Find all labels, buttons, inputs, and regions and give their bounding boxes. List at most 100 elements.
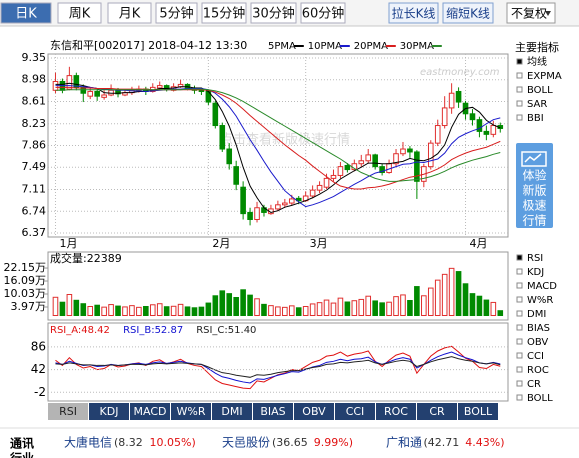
indicator-tab-label[interactable]: BIAS bbox=[260, 405, 285, 418]
checkbox[interactable] bbox=[516, 282, 523, 289]
tab-label[interactable]: 15分钟 bbox=[203, 6, 246, 22]
tab-label[interactable]: 60分钟 bbox=[302, 6, 345, 22]
checkbox[interactable] bbox=[516, 352, 523, 359]
tab-label[interactable]: 月K bbox=[119, 7, 141, 22]
checkbox[interactable] bbox=[516, 58, 523, 65]
volume-bar bbox=[337, 297, 344, 316]
checkbox[interactable] bbox=[516, 310, 523, 317]
indicator-item[interactable]: MACD bbox=[527, 281, 557, 292]
indicator-item[interactable]: DMI bbox=[527, 309, 546, 320]
indicator-tab-label[interactable]: OBV bbox=[302, 405, 326, 418]
checkbox[interactable] bbox=[516, 114, 523, 121]
tab[interactable] bbox=[300, 2, 346, 24]
indicator-tab[interactable] bbox=[212, 403, 252, 420]
candle-body bbox=[434, 125, 441, 144]
indicator-tab[interactable] bbox=[335, 403, 375, 420]
y-tick-label: 10.03万 bbox=[4, 287, 47, 300]
indicator-tab-label[interactable]: RSI bbox=[59, 405, 77, 418]
stock-name[interactable]: 大唐电信 bbox=[64, 435, 112, 450]
indicator-tab[interactable] bbox=[417, 403, 457, 420]
promo-text[interactable]: 行情 bbox=[522, 214, 546, 228]
tab[interactable] bbox=[107, 2, 152, 24]
indicator-tab-label[interactable]: CCI bbox=[346, 405, 365, 418]
indicator-tab-label[interactable]: W%R bbox=[177, 405, 206, 418]
indicator-tab-label[interactable]: ROC bbox=[384, 405, 408, 418]
volume-bar bbox=[462, 283, 469, 316]
indicator-item[interactable]: RSI bbox=[527, 253, 543, 264]
indicator-tab[interactable] bbox=[294, 403, 334, 420]
indicator-tab-label[interactable]: CR bbox=[429, 405, 445, 418]
tab-label[interactable]: 日K bbox=[15, 7, 37, 22]
indicator-tab-label[interactable]: MACD bbox=[134, 405, 167, 418]
tab-label[interactable]: 周K bbox=[69, 7, 91, 22]
indicator-tab[interactable] bbox=[171, 403, 211, 420]
promo-icon[interactable] bbox=[521, 151, 547, 167]
x-tick-label: 4月 bbox=[470, 237, 488, 250]
button[interactable] bbox=[442, 2, 494, 24]
button[interactable] bbox=[388, 2, 439, 24]
candle-body bbox=[94, 90, 100, 97]
indicator-item[interactable]: OBV bbox=[527, 337, 548, 348]
promo-text[interactable]: 体验 bbox=[522, 168, 546, 183]
indicator-tab[interactable] bbox=[376, 403, 416, 420]
volume-bar bbox=[421, 295, 427, 316]
indicator-item[interactable]: BOLL bbox=[527, 85, 553, 96]
indicator-tab-label[interactable]: KDJ bbox=[100, 405, 119, 418]
dropdown-arrow[interactable] bbox=[545, 11, 551, 16]
adjust-select[interactable] bbox=[506, 2, 556, 24]
button-label[interactable]: 拉长K线 bbox=[392, 6, 436, 21]
checkbox[interactable] bbox=[516, 366, 523, 373]
stock-name[interactable]: 天邑股份 bbox=[222, 436, 270, 450]
indicator-tab[interactable] bbox=[89, 403, 129, 420]
volume-bar bbox=[393, 296, 399, 316]
indicator-tab-label[interactable]: BOLL bbox=[464, 405, 493, 418]
checkbox[interactable] bbox=[516, 338, 523, 345]
indicator-item[interactable]: BBI bbox=[527, 113, 544, 124]
tab[interactable] bbox=[0, 2, 52, 24]
indicator-item[interactable]: KDJ bbox=[527, 267, 544, 278]
checkbox[interactable] bbox=[516, 296, 523, 303]
tab-label[interactable]: 5分钟 bbox=[159, 6, 193, 22]
tab-label[interactable]: 30分钟 bbox=[252, 6, 295, 22]
stock-name[interactable]: 广和通 bbox=[386, 436, 422, 450]
indicator-tab[interactable] bbox=[253, 403, 293, 420]
indicator-item[interactable]: ROC bbox=[527, 365, 549, 376]
candle-body bbox=[184, 83, 191, 89]
tab[interactable] bbox=[250, 2, 297, 24]
adjust-label[interactable]: 不复权 bbox=[511, 7, 547, 21]
checkbox[interactable] bbox=[516, 100, 523, 107]
button-label[interactable]: 缩短K线 bbox=[446, 6, 490, 21]
indicator-item[interactable]: CCI bbox=[527, 351, 544, 362]
checkbox[interactable] bbox=[516, 72, 523, 79]
indicator-item[interactable]: SAR bbox=[527, 99, 547, 110]
indicator-item[interactable]: 均线 bbox=[527, 55, 547, 68]
indicator-tab[interactable] bbox=[130, 403, 170, 420]
promo-button[interactable] bbox=[516, 143, 553, 228]
checkbox[interactable] bbox=[516, 254, 523, 261]
volume-bar bbox=[191, 307, 198, 316]
tab[interactable] bbox=[57, 2, 102, 24]
volume-bar bbox=[129, 305, 135, 316]
volume-bar bbox=[136, 306, 142, 317]
tab[interactable] bbox=[155, 2, 198, 24]
indicator-item[interactable]: EXPMA bbox=[527, 71, 562, 82]
checkbox[interactable] bbox=[516, 268, 523, 275]
checkbox[interactable] bbox=[516, 86, 523, 93]
checkbox[interactable] bbox=[516, 380, 523, 387]
candle-body bbox=[455, 90, 462, 103]
indicator-tab-label[interactable]: DMI bbox=[221, 405, 242, 418]
indicator-item[interactable]: W%R bbox=[527, 295, 553, 306]
indicator-item[interactable]: BOLL bbox=[527, 393, 553, 404]
y-tick-label: 6.74 bbox=[22, 204, 47, 217]
tab[interactable] bbox=[201, 2, 247, 24]
volume-bar bbox=[302, 306, 309, 316]
indicator-tab[interactable] bbox=[48, 403, 88, 420]
checkbox[interactable] bbox=[516, 324, 523, 331]
indicator-item[interactable]: BIAS bbox=[527, 323, 550, 334]
promo-text[interactable]: 新版 bbox=[522, 183, 546, 198]
candle-body bbox=[226, 148, 233, 165]
indicator-tab[interactable] bbox=[458, 403, 498, 420]
promo-text[interactable]: 极速 bbox=[522, 199, 546, 213]
indicator-item[interactable]: CR bbox=[527, 379, 541, 390]
checkbox[interactable] bbox=[516, 394, 523, 401]
